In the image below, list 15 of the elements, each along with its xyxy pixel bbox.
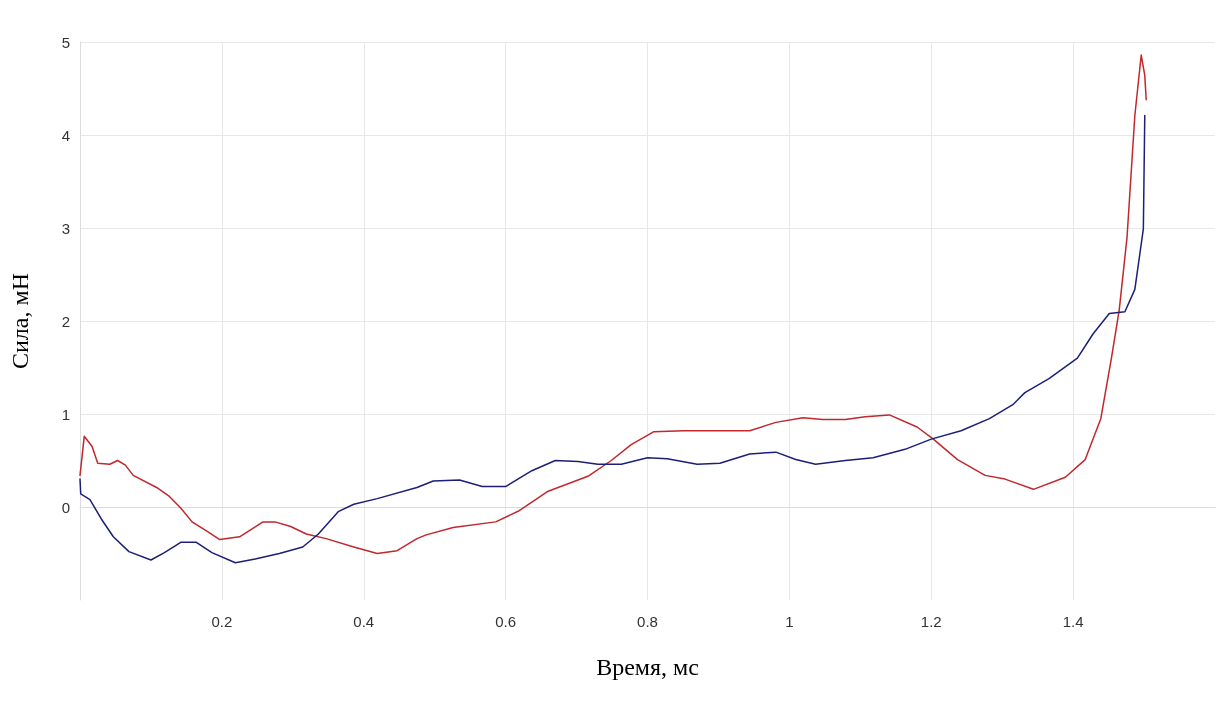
y-tick-label: 0 (61, 498, 70, 516)
x-tick-label: 1.2 (920, 613, 942, 630)
x-tick-label: 0.8 (637, 613, 658, 630)
x-tick-label: 1 (785, 613, 794, 630)
y-tick-label: 1 (61, 405, 70, 423)
x-axis-title: Время, мс (596, 654, 699, 680)
x-tick-label: 0.6 (495, 613, 517, 630)
x-tick-label: 0.4 (353, 613, 375, 630)
y-tick-label: 3 (61, 219, 70, 237)
y-axis-title: Сила, мН (7, 273, 33, 369)
x-tick-label: 1.4 (1062, 613, 1084, 630)
y-tick-label: 4 (61, 126, 70, 144)
y-tick-label: 2 (61, 312, 70, 330)
y-tick-label: 5 (61, 33, 70, 51)
x-tick-label: 0.2 (211, 613, 233, 630)
